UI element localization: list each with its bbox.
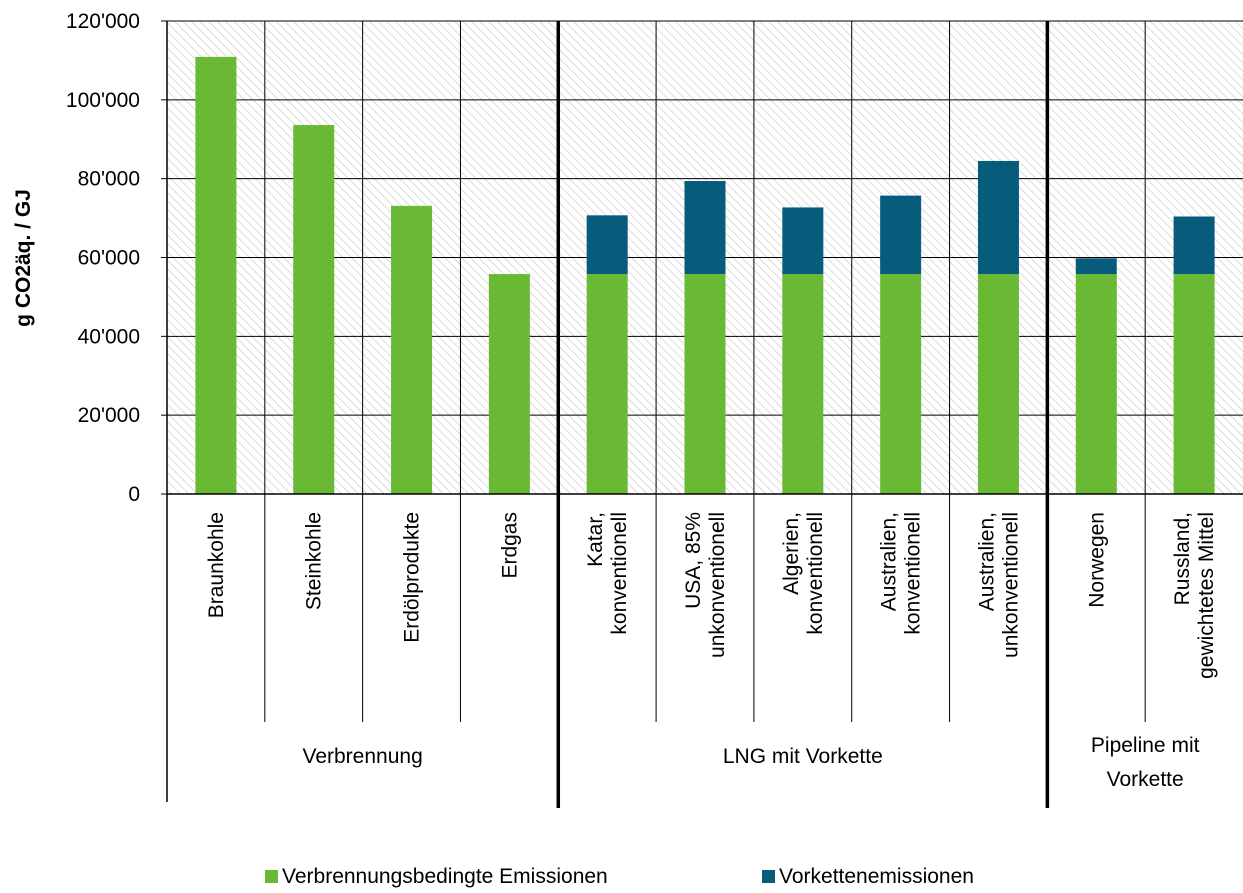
legend: Verbrennungsbedingte Emissionen Vorkette…	[265, 865, 974, 888]
legend-swatch-vorkette	[762, 870, 775, 883]
bar-s0-10	[1173, 274, 1215, 494]
bar-s0-8	[977, 274, 1019, 494]
bar-s1-6	[782, 207, 824, 275]
bar-s0-5	[684, 274, 726, 494]
category-label-9-0: Norwegen	[1085, 512, 1108, 608]
category-label-8-1: unkonventionell	[999, 512, 1022, 658]
y-axis-label: g CO2äq. / GJ	[12, 189, 35, 327]
bar-s0-2	[391, 205, 433, 494]
bar-s1-9	[1075, 258, 1117, 275]
category-label-5-0: USA, 85%	[682, 512, 705, 609]
group-labels: Verbrennung LNG mit Vorkette Pipeline mit V…	[302, 734, 1199, 791]
axes	[161, 20, 1243, 808]
group-label-2-1: Vorkette	[1107, 768, 1184, 791]
bar-s0-3	[488, 274, 530, 494]
y-tick-label-5: 100'000	[66, 89, 140, 112]
bar-s1-10	[1173, 216, 1215, 275]
category-label-6-1: konventionell	[804, 512, 827, 635]
category-label-2-0: Erdölprodukte	[401, 512, 424, 643]
category-label-8-0: Australien,	[975, 512, 998, 611]
bar-s0-0	[195, 56, 237, 494]
y-tick-label-4: 80'000	[78, 168, 140, 191]
legend-label-vorkette: Vorkettenemissionen	[779, 865, 974, 888]
bar-s0-6	[782, 274, 824, 494]
category-labels: Braunkohle Steinkohle Erdölprodukte Erdgas K…	[205, 512, 1218, 679]
y-tick-label-0: 0	[128, 483, 140, 506]
category-label-4-1: konventionell	[608, 512, 631, 635]
y-tick-labels: 0 20'000 40'000 60'000 80'000 100'000 120'000	[66, 10, 140, 506]
bar-s0-4	[586, 274, 628, 494]
bar-s1-7	[880, 195, 922, 275]
category-label-6-0: Algerien,	[780, 512, 803, 595]
y-tick-label-3: 60'000	[78, 247, 140, 270]
group-label-0-0: Verbrennung	[302, 745, 422, 768]
bar-s1-8	[977, 160, 1019, 275]
category-label-10-0: Russland,	[1171, 512, 1194, 605]
category-label-10-1: gewichtetes Mittel	[1195, 512, 1218, 679]
y-tick-label-6: 120'000	[66, 10, 140, 33]
category-label-7-1: konventionell	[902, 512, 925, 635]
category-label-0-0: Braunkohle	[205, 512, 228, 618]
category-label-7-0: Australien,	[878, 512, 901, 611]
category-label-4-0: Katar,	[584, 512, 607, 567]
category-label-1-0: Steinkohle	[303, 512, 326, 610]
group-label-2-0: Pipeline mit	[1091, 734, 1200, 757]
bar-s1-5	[684, 181, 726, 275]
category-label-3-0: Erdgas	[498, 512, 521, 579]
y-tick-label-2: 40'000	[78, 325, 140, 348]
bar-s0-7	[880, 274, 922, 494]
bars	[195, 56, 1215, 494]
legend-swatch-verbrennungsbedingte	[265, 870, 278, 883]
y-tick-label-1: 20'000	[78, 404, 140, 427]
bar-s1-4	[586, 215, 628, 275]
legend-label-verbrennungsbedingte: Verbrennungsbedingte Emissionen	[282, 865, 608, 888]
category-label-5-1: unkonventionell	[706, 512, 729, 658]
bar-s0-1	[293, 125, 335, 494]
group-label-1-0: LNG mit Vorkette	[723, 745, 883, 768]
bar-s0-9	[1075, 274, 1117, 494]
